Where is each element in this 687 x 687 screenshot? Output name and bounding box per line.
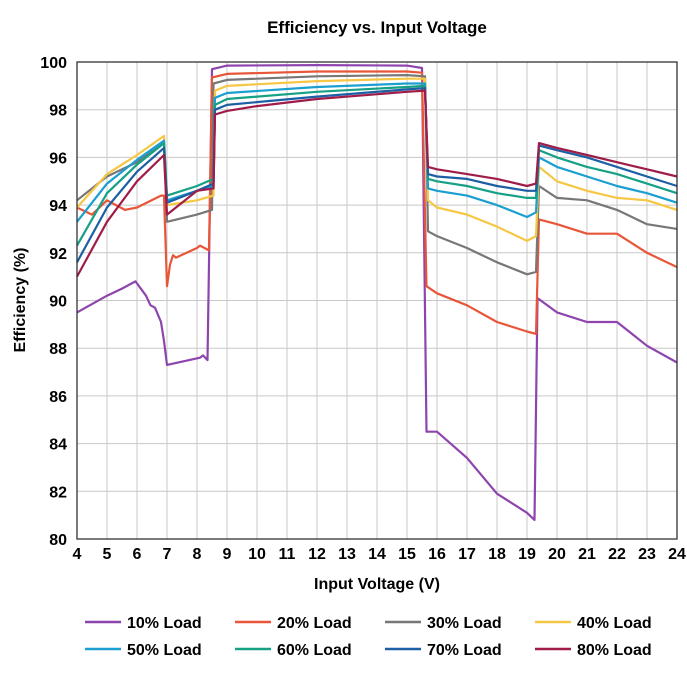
x-tick-label: 16 (428, 546, 446, 563)
legend-label: 10% Load (127, 615, 202, 632)
y-tick-label: 92 (49, 246, 67, 263)
y-tick-label: 88 (49, 341, 67, 358)
legend-label: 80% Load (577, 642, 652, 659)
x-tick-label: 5 (103, 546, 112, 563)
x-tick-label: 14 (368, 546, 386, 563)
legend-label: 40% Load (577, 615, 652, 632)
x-tick-label: 7 (163, 546, 172, 563)
series-line-8 (76, 89, 678, 278)
x-tick-label: 19 (518, 546, 536, 563)
y-tick-labels: 80 82 84 86 88 90 92 94 96 98 100 (40, 55, 67, 549)
x-tick-label: 20 (548, 546, 566, 563)
x-tick-label: 11 (279, 546, 296, 563)
x-tick-label: 22 (608, 546, 626, 563)
chart-title: Efficiency vs. Input Voltage (267, 18, 487, 37)
x-tick-labels: 4 5 6 7 8 9 10 11 12 13 14 15 16 17 18 19 20 21 22 23 24 (73, 546, 686, 563)
x-tick-label: 15 (398, 546, 416, 563)
x-tick-label: 17 (458, 546, 476, 563)
x-tick-label: 8 (193, 546, 202, 563)
y-tick-label: 94 (49, 198, 67, 215)
x-tick-label: 21 (578, 546, 596, 563)
y-tick-label: 80 (49, 532, 67, 549)
y-tick-label: 98 (49, 103, 67, 120)
x-tick-label: 6 (133, 546, 142, 563)
grid (76, 61, 678, 540)
x-axis-label: Input Voltage (V) (314, 576, 440, 593)
x-tick-label: 10 (248, 546, 266, 563)
y-tick-label: 96 (49, 150, 67, 167)
legend: 10% Load 20% Load 30% Load 40% Load 50% Load… (85, 615, 652, 659)
legend-label: 70% Load (427, 642, 502, 659)
y-tick-label: 86 (49, 389, 67, 406)
x-tick-label: 4 (73, 546, 82, 563)
x-tick-label: 9 (223, 546, 232, 563)
y-tick-label: 84 (49, 437, 67, 454)
series-line-1 (76, 63, 678, 522)
x-tick-label: 13 (338, 546, 356, 563)
legend-label: 30% Load (427, 615, 502, 632)
series-line-2 (76, 70, 678, 335)
plot-frame (76, 61, 678, 540)
y-tick-label: 82 (49, 484, 67, 501)
legend-label: 20% Load (277, 615, 352, 632)
y-tick-label: 90 (49, 294, 67, 311)
series-lines (76, 63, 678, 522)
x-tick-label: 23 (638, 546, 656, 563)
x-tick-label: 12 (308, 546, 326, 563)
y-axis-label: Efficiency (%) (12, 248, 29, 353)
x-tick-label: 24 (668, 546, 686, 563)
y-tick-label: 100 (40, 55, 67, 72)
legend-label: 50% Load (127, 642, 202, 659)
x-tick-label: 18 (488, 546, 506, 563)
legend-label: 60% Load (277, 642, 352, 659)
